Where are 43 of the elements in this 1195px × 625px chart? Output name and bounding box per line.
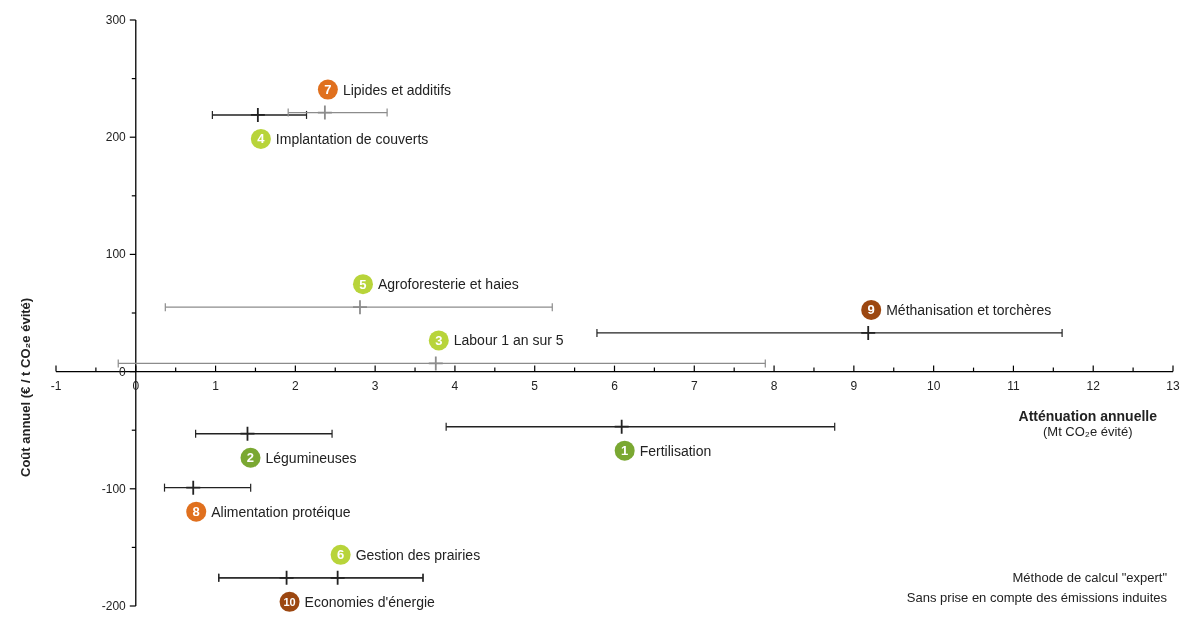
y-tick-label: -200 bbox=[101, 599, 127, 613]
number-badge: 7 bbox=[317, 79, 338, 100]
point bbox=[239, 425, 256, 442]
x-tick-label: 2 bbox=[292, 378, 300, 393]
number-badge: 4 bbox=[250, 128, 271, 149]
y-axis-title: Coût annuel (€ / t CO₂e évité) bbox=[18, 297, 33, 478]
point bbox=[185, 479, 202, 496]
number-badge: 9 bbox=[861, 299, 882, 320]
x-axis-title: Atténuation annuelle (Mt CO₂e évité) bbox=[1018, 408, 1157, 439]
x-tick-label: 12 bbox=[1086, 378, 1101, 393]
x-tick-label: 11 bbox=[1007, 378, 1020, 393]
x-tick-label: 9 bbox=[850, 378, 858, 393]
number-badge: 2 bbox=[240, 447, 261, 468]
point bbox=[329, 569, 346, 586]
x-tick-label: 10 bbox=[926, 378, 941, 393]
point bbox=[278, 569, 295, 586]
y-tick-label: -100 bbox=[101, 481, 127, 496]
point bbox=[249, 107, 266, 123]
x-tick-label: 7 bbox=[690, 378, 698, 393]
point bbox=[352, 299, 368, 316]
number-badge: 8 bbox=[186, 501, 207, 522]
x-tick-label: 8 bbox=[770, 378, 778, 393]
x-tick-label: 13 bbox=[1166, 378, 1180, 393]
x-tick-label: 4 bbox=[451, 378, 459, 393]
y-tick-label: 200 bbox=[105, 130, 127, 145]
number-badge: 5 bbox=[353, 274, 373, 295]
number-badge: 10 bbox=[279, 591, 300, 612]
x-tick-label: -1 bbox=[50, 378, 62, 393]
point bbox=[860, 325, 877, 341]
y-tick-label: 100 bbox=[105, 247, 127, 262]
annotation: Méthode de calcul "expert" bbox=[1011, 569, 1167, 587]
x-tick-label: 3 bbox=[371, 378, 379, 393]
number-badge: 6 bbox=[330, 544, 351, 565]
point bbox=[316, 104, 333, 121]
point bbox=[613, 418, 630, 435]
y-tick-label: 300 bbox=[105, 13, 127, 27]
number-badge: 1 bbox=[614, 440, 635, 461]
number-badge: 3 bbox=[428, 330, 449, 351]
x-tick-label: 6 bbox=[611, 378, 619, 393]
annotation: Sans prise en compte des émissions induites bbox=[906, 589, 1167, 607]
x-tick-label: 5 bbox=[531, 378, 539, 393]
point bbox=[427, 355, 444, 372]
x-tick-label: 1 bbox=[212, 378, 220, 393]
